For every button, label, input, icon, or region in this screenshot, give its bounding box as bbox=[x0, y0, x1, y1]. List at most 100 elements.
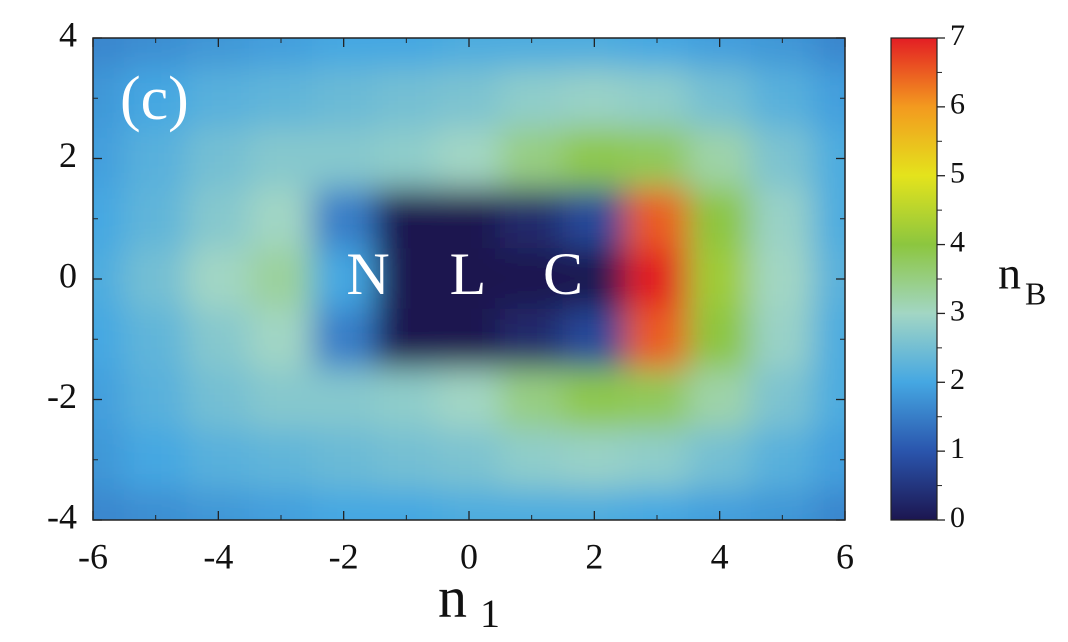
heatmap-cell bbox=[311, 188, 376, 250]
heatmap-cell bbox=[499, 67, 564, 129]
heatmap-cell bbox=[625, 248, 689, 310]
heatmap-cell bbox=[249, 127, 313, 190]
heatmap-cell bbox=[123, 248, 188, 310]
heatmap-cells bbox=[93, 38, 845, 520]
heatmap-cell bbox=[625, 308, 689, 370]
x-axis-label-sub: 1 bbox=[480, 591, 500, 636]
heatmap-cell bbox=[249, 67, 313, 129]
heatmap-cell bbox=[499, 127, 564, 190]
heatmap-cell bbox=[437, 429, 501, 491]
heatmap-cell bbox=[374, 67, 439, 129]
heatmap-cell bbox=[93, 38, 125, 69]
heatmap-cell bbox=[437, 248, 501, 310]
heatmap-cell bbox=[750, 188, 815, 250]
heatmap-cell bbox=[123, 368, 188, 431]
heatmap-cell bbox=[562, 127, 627, 190]
heatmap-cell bbox=[249, 308, 313, 370]
heatmap-cell bbox=[625, 429, 689, 491]
heatmap-cell bbox=[437, 67, 501, 129]
heatmap-cell bbox=[374, 188, 439, 250]
heatmap-cell bbox=[437, 188, 501, 250]
heatmap-cell bbox=[499, 368, 564, 431]
heatmap-cell bbox=[374, 38, 439, 69]
x-tick-label: -6 bbox=[78, 536, 108, 576]
colorbar-tick-label: 5 bbox=[950, 157, 965, 190]
heatmap-cell bbox=[311, 429, 376, 491]
heatmap-cell bbox=[562, 429, 627, 491]
heatmap-cell bbox=[687, 248, 752, 310]
heatmap-cell bbox=[123, 489, 188, 520]
heatmap-cell bbox=[625, 489, 689, 520]
heatmap-cell bbox=[813, 38, 845, 69]
y-tick-label: 0 bbox=[59, 255, 77, 295]
x-tick-label: -4 bbox=[203, 536, 233, 576]
heatmap-cell bbox=[562, 248, 627, 310]
heatmap-cell bbox=[311, 67, 376, 129]
y-tick-label: -2 bbox=[47, 376, 77, 416]
heatmap-cell bbox=[499, 429, 564, 491]
heatmap-cell bbox=[249, 368, 313, 431]
heatmap-cell bbox=[93, 67, 125, 129]
heatmap-cell bbox=[625, 188, 689, 250]
heatmap-cell bbox=[186, 308, 251, 370]
heatmap-cell bbox=[249, 188, 313, 250]
heatmap-cell bbox=[813, 429, 845, 491]
heatmap-cell bbox=[813, 67, 845, 129]
heatmap-cell bbox=[249, 429, 313, 491]
annotation: L bbox=[450, 241, 487, 307]
heatmap-cell bbox=[249, 489, 313, 520]
colorbar-tick-label: 6 bbox=[950, 88, 965, 121]
heatmap-cell bbox=[186, 368, 251, 431]
y-tick-label: -4 bbox=[47, 496, 77, 536]
colorbar-tick-label: 1 bbox=[950, 432, 965, 465]
heatmap-cell bbox=[93, 429, 125, 491]
heatmap-cell bbox=[813, 489, 845, 520]
heatmap-cell bbox=[311, 127, 376, 190]
heatmap-cell bbox=[813, 308, 845, 370]
heatmap-cell bbox=[186, 67, 251, 129]
heatmap-cell bbox=[499, 489, 564, 520]
heatmap-cell bbox=[93, 308, 125, 370]
x-axis-label: n bbox=[438, 564, 467, 629]
heatmap-cell bbox=[813, 188, 845, 250]
heatmap-cell bbox=[499, 188, 564, 250]
heatmap-cell bbox=[750, 127, 815, 190]
y-tick-label: 2 bbox=[59, 135, 77, 175]
heatmap-cell bbox=[374, 308, 439, 370]
heatmap bbox=[93, 38, 845, 520]
heatmap-cell bbox=[123, 429, 188, 491]
x-tick-label: 2 bbox=[585, 536, 603, 576]
heatmap-cell bbox=[186, 127, 251, 190]
heatmap-cell bbox=[750, 308, 815, 370]
annotation: N bbox=[346, 241, 389, 307]
heatmap-cell bbox=[311, 368, 376, 431]
heatmap-cell bbox=[186, 248, 251, 310]
heatmap-cell bbox=[186, 188, 251, 250]
heatmap-cell bbox=[687, 67, 752, 129]
heatmap-cell bbox=[625, 38, 689, 69]
heatmap-cell bbox=[374, 127, 439, 190]
colorbar-tick-label: 0 bbox=[950, 501, 965, 534]
x-tick-label: 4 bbox=[711, 536, 729, 576]
panel-label: (c) bbox=[120, 65, 189, 133]
y-tick-label: 4 bbox=[59, 14, 77, 54]
heatmap-cell bbox=[625, 368, 689, 431]
heatmap-cell bbox=[750, 429, 815, 491]
colorbar-tick-label: 7 bbox=[950, 19, 965, 52]
heatmap-cell bbox=[750, 248, 815, 310]
heatmap-cell bbox=[562, 368, 627, 431]
heatmap-cell bbox=[562, 308, 627, 370]
colorbar bbox=[890, 37, 938, 521]
heatmap-cell bbox=[437, 308, 501, 370]
heatmap-cell bbox=[499, 248, 564, 310]
heatmap-cell bbox=[750, 368, 815, 431]
colorbar-tick-label: 4 bbox=[950, 225, 965, 258]
heatmap-cell bbox=[437, 127, 501, 190]
heatmap-cell bbox=[249, 38, 313, 69]
heatmap-cell bbox=[123, 188, 188, 250]
heatmap-cell bbox=[625, 67, 689, 129]
heatmap-cell bbox=[374, 429, 439, 491]
heatmap-cell bbox=[562, 188, 627, 250]
